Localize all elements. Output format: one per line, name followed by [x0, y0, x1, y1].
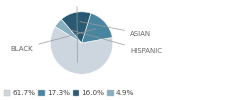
Text: BLACK: BLACK: [11, 29, 96, 52]
Wedge shape: [82, 13, 112, 43]
Wedge shape: [55, 19, 82, 43]
Legend: 61.7%, 17.3%, 16.0%, 4.9%: 61.7%, 17.3%, 16.0%, 4.9%: [4, 90, 134, 96]
Text: ASIAN: ASIAN: [80, 22, 151, 37]
Text: WHITE: WHITE: [66, 0, 88, 62]
Wedge shape: [61, 12, 91, 43]
Text: HISPANIC: HISPANIC: [67, 29, 162, 54]
Wedge shape: [50, 26, 113, 74]
